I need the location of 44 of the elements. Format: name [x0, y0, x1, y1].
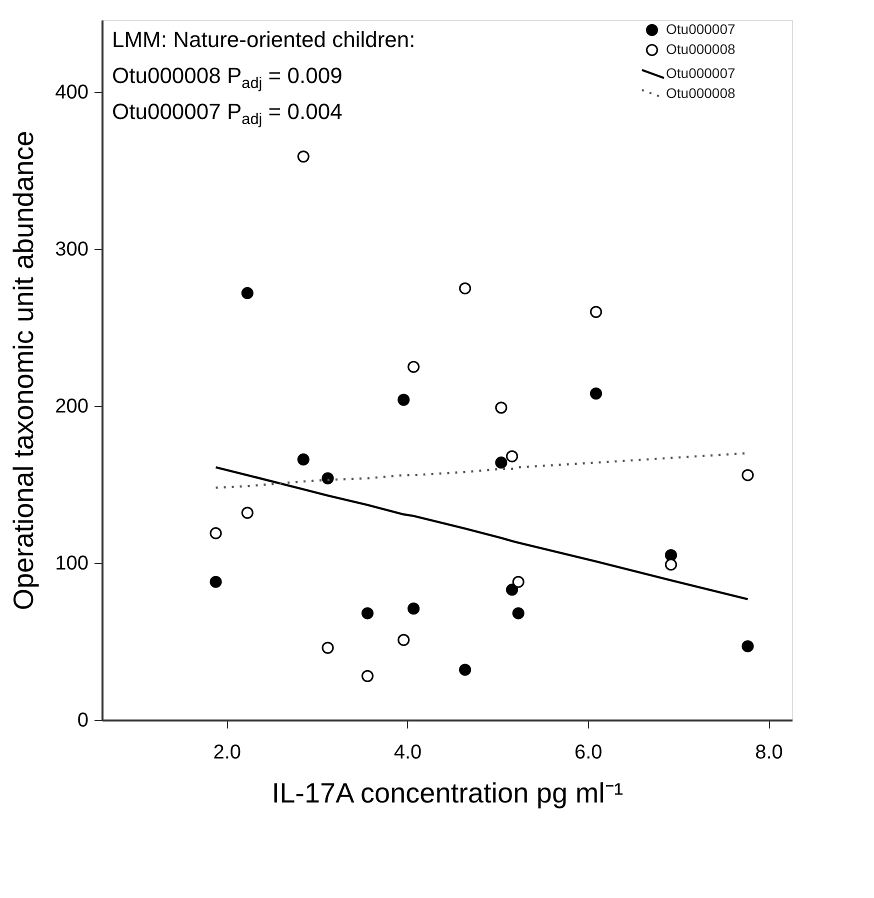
y-tick-label: 0 — [77, 710, 88, 732]
point — [408, 602, 420, 615]
point — [664, 558, 678, 571]
point — [590, 388, 602, 400]
point — [210, 527, 222, 540]
point — [742, 640, 754, 652]
y-tick-label: 100 — [55, 552, 88, 575]
point — [506, 450, 518, 462]
y-tick-label: 300 — [55, 238, 88, 261]
point — [495, 456, 508, 469]
point — [241, 506, 254, 519]
point — [408, 360, 420, 373]
x-tick-label: 4.0 — [394, 742, 422, 764]
y-tick-label: 400 — [55, 82, 88, 104]
legend-label: Otu000007 — [666, 21, 736, 37]
y-tick-label: 200 — [55, 396, 88, 418]
point — [297, 150, 310, 163]
x-tick-label: 2.0 — [213, 742, 242, 764]
point — [506, 584, 518, 596]
point — [297, 453, 310, 466]
point — [322, 642, 334, 654]
legend-label: Otu000008 — [666, 41, 736, 57]
point — [210, 576, 222, 588]
point — [361, 607, 374, 620]
y-axis-title: Operational taxonomic unit abundance — [8, 130, 40, 610]
line-series — [214, 466, 749, 600]
point — [322, 472, 334, 484]
annotation: LMM: Nature-oriented children: — [112, 27, 416, 52]
point — [459, 282, 472, 294]
x-axis-title: IL-17A concentration pg ml⁻¹ — [272, 778, 624, 808]
point — [512, 607, 524, 620]
point — [361, 670, 374, 682]
legend-label: Otu000007 — [666, 65, 736, 81]
x-tick-label: 6.0 — [574, 742, 602, 764]
point — [398, 394, 410, 406]
point — [495, 402, 508, 414]
point — [459, 664, 472, 676]
point — [512, 576, 524, 588]
legend-label: Otu000008 — [666, 85, 736, 101]
x-tick-label: 8.0 — [755, 742, 783, 764]
point — [241, 287, 254, 300]
point — [742, 469, 754, 482]
point — [590, 306, 602, 318]
point — [398, 634, 410, 646]
